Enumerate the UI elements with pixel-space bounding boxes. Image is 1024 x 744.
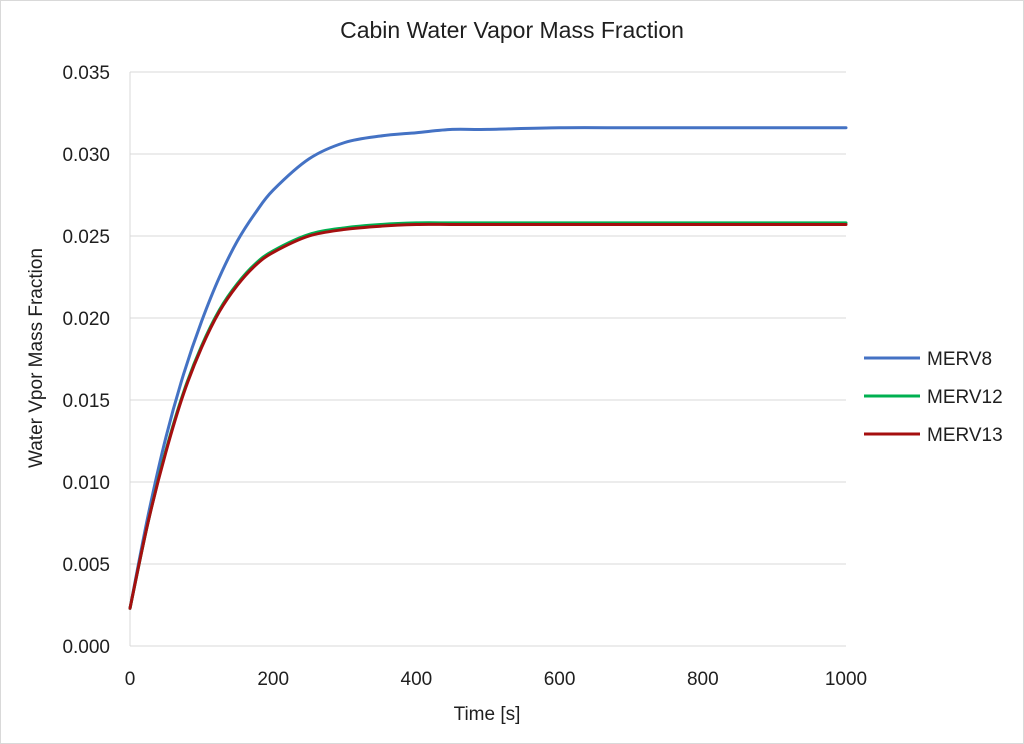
series-lines (128, 126, 848, 610)
x-axis-ticks: 0 200 400 600 800 1000 (125, 669, 867, 690)
chart-title: Cabin Water Vapor Mass Fraction (340, 17, 684, 43)
y-tick-label: 0.000 (62, 637, 110, 658)
gridlines (129, 71, 846, 647)
legend-label: MERV13 (927, 425, 1003, 446)
x-tick-label: 600 (544, 669, 576, 690)
y-axis-ticks: 0.000 0.005 0.010 0.015 0.020 0.025 0.030 0.035 (62, 63, 110, 658)
x-tick-label: 1000 (825, 669, 867, 690)
series-line-merv8 (128, 126, 848, 610)
y-tick-label: 0.030 (62, 145, 110, 166)
x-tick-label: 0 (125, 669, 136, 690)
y-tick-label: 0.005 (62, 555, 110, 576)
x-tick-label: 400 (401, 669, 433, 690)
y-axis-label: Water Vpor Mass Fraction (26, 248, 47, 468)
legend-label: MERV8 (927, 349, 992, 370)
x-axis-label: Time [s] (454, 704, 521, 725)
y-tick-label: 0.025 (62, 227, 110, 248)
legend-label: MERV12 (927, 387, 1003, 408)
x-tick-label: 800 (687, 669, 719, 690)
y-tick-label: 0.010 (62, 473, 110, 494)
legend: MERV8 MERV12 MERV13 (864, 349, 1003, 446)
x-tick-label: 200 (257, 669, 289, 690)
y-tick-label: 0.035 (62, 63, 110, 84)
series-line-merv13 (128, 222, 848, 610)
y-tick-label: 0.015 (62, 391, 110, 412)
y-tick-label: 0.020 (62, 309, 110, 330)
series-line-merv12 (128, 221, 848, 610)
